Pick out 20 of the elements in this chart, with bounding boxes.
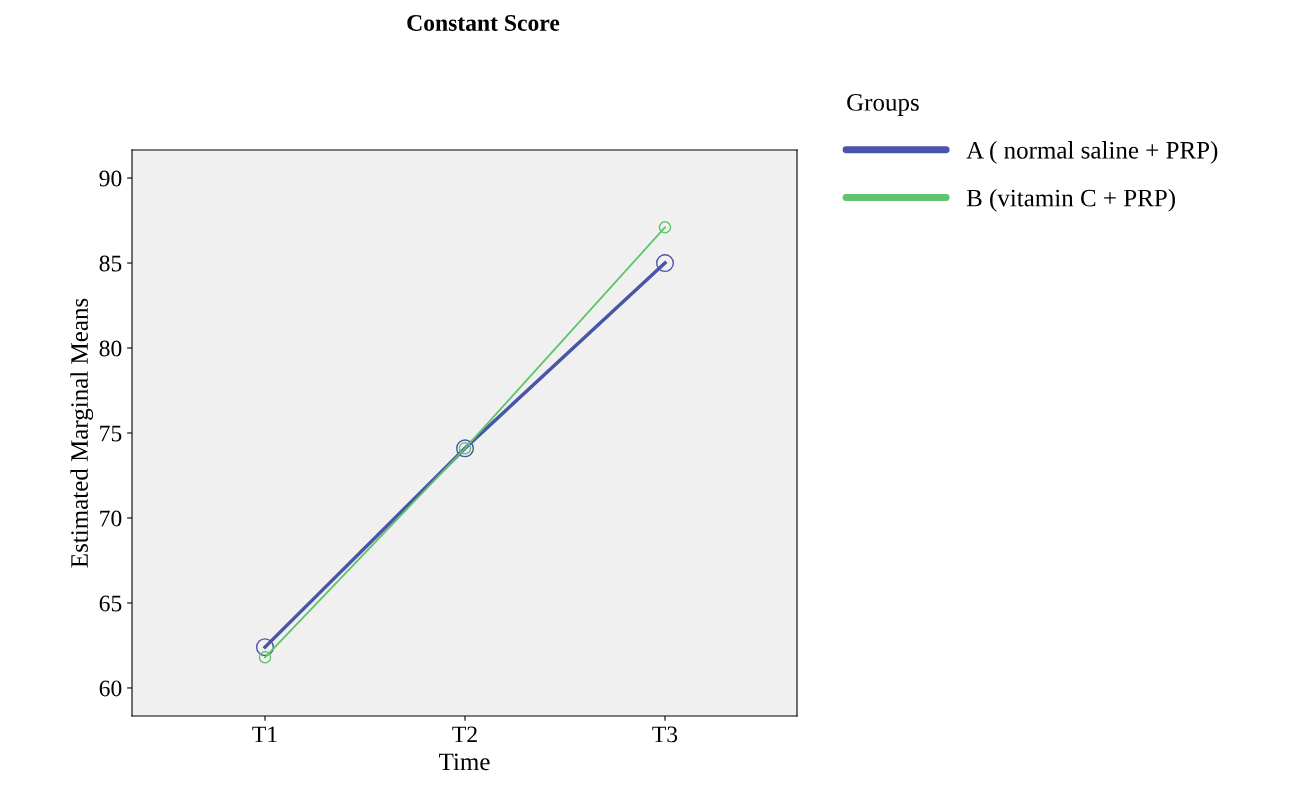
point [258,651,272,664]
y-tick-label: 90 [99,170,122,187]
y-tick-label: 80 [99,340,122,357]
chart-title: Constant Score [407,15,560,31]
point [655,254,675,273]
legend-title: Groups [847,94,919,116]
y-tick-label: 60 [99,680,122,697]
x-tick-label: T3 [652,726,678,743]
x-tick-label: T2 [452,726,477,743]
point [658,221,672,234]
point [255,638,275,657]
x-tick-label: T1 [252,726,277,743]
legend-label: B (vitamin C + PRP) [966,188,1175,212]
y-tick-label: 75 [100,425,122,442]
y-tick-label: 65 [99,595,122,612]
y-tick-label: 70 [100,510,122,527]
x-axis-title: Time [439,753,490,771]
legend-label: A ( normal saline + PRP) [966,141,1218,164]
y-tick-label: 85 [99,255,122,272]
y-axis-title: Estimated Marginal Means [70,298,94,568]
